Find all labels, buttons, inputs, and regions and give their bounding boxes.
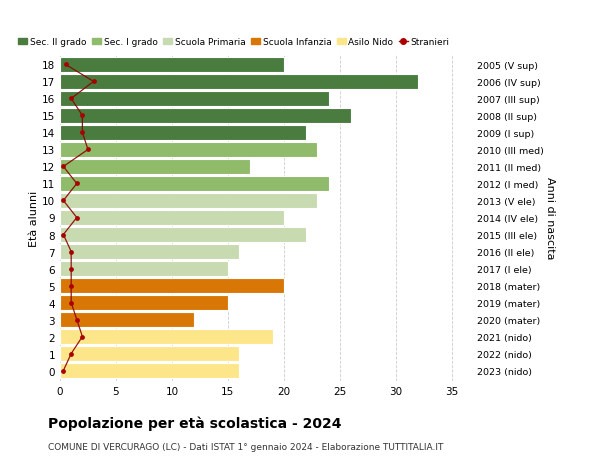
Bar bbox=[60, 58, 284, 73]
Point bbox=[67, 265, 76, 273]
Point bbox=[67, 282, 76, 290]
Point bbox=[77, 129, 87, 137]
Point bbox=[59, 197, 68, 205]
Bar bbox=[60, 143, 317, 157]
Bar bbox=[60, 92, 329, 106]
Bar bbox=[60, 313, 194, 327]
Y-axis label: Anni di nascita: Anni di nascita bbox=[545, 177, 555, 259]
Point bbox=[67, 95, 76, 103]
Point bbox=[89, 78, 98, 86]
Bar bbox=[60, 279, 284, 293]
Bar bbox=[60, 330, 272, 344]
Point bbox=[83, 146, 93, 154]
Text: Popolazione per età scolastica - 2024: Popolazione per età scolastica - 2024 bbox=[48, 415, 341, 430]
Point bbox=[61, 62, 70, 69]
Text: COMUNE DI VERCURAGO (LC) - Dati ISTAT 1° gennaio 2024 - Elaborazione TUTTITALIA.: COMUNE DI VERCURAGO (LC) - Dati ISTAT 1°… bbox=[48, 442, 443, 451]
Legend: Sec. II grado, Sec. I grado, Scuola Primaria, Scuola Infanzia, Asilo Nido, Stran: Sec. II grado, Sec. I grado, Scuola Prim… bbox=[18, 39, 449, 47]
Y-axis label: Età alunni: Età alunni bbox=[29, 190, 39, 246]
Bar bbox=[60, 194, 317, 208]
Point bbox=[72, 214, 82, 222]
Bar bbox=[60, 126, 306, 140]
Bar bbox=[60, 160, 250, 174]
Point bbox=[59, 367, 68, 375]
Bar bbox=[60, 177, 329, 191]
Bar bbox=[60, 211, 284, 225]
Bar bbox=[60, 75, 418, 90]
Point bbox=[72, 180, 82, 188]
Point bbox=[67, 248, 76, 256]
Point bbox=[59, 231, 68, 239]
Bar bbox=[60, 262, 228, 276]
Point bbox=[59, 163, 68, 171]
Bar bbox=[60, 347, 239, 361]
Point bbox=[72, 316, 82, 324]
Bar bbox=[60, 228, 306, 242]
Point bbox=[67, 350, 76, 358]
Bar bbox=[60, 109, 351, 123]
Point bbox=[77, 333, 87, 341]
Bar bbox=[60, 364, 239, 378]
Point bbox=[67, 299, 76, 307]
Bar bbox=[60, 245, 239, 259]
Point bbox=[77, 112, 87, 120]
Bar bbox=[60, 296, 228, 310]
